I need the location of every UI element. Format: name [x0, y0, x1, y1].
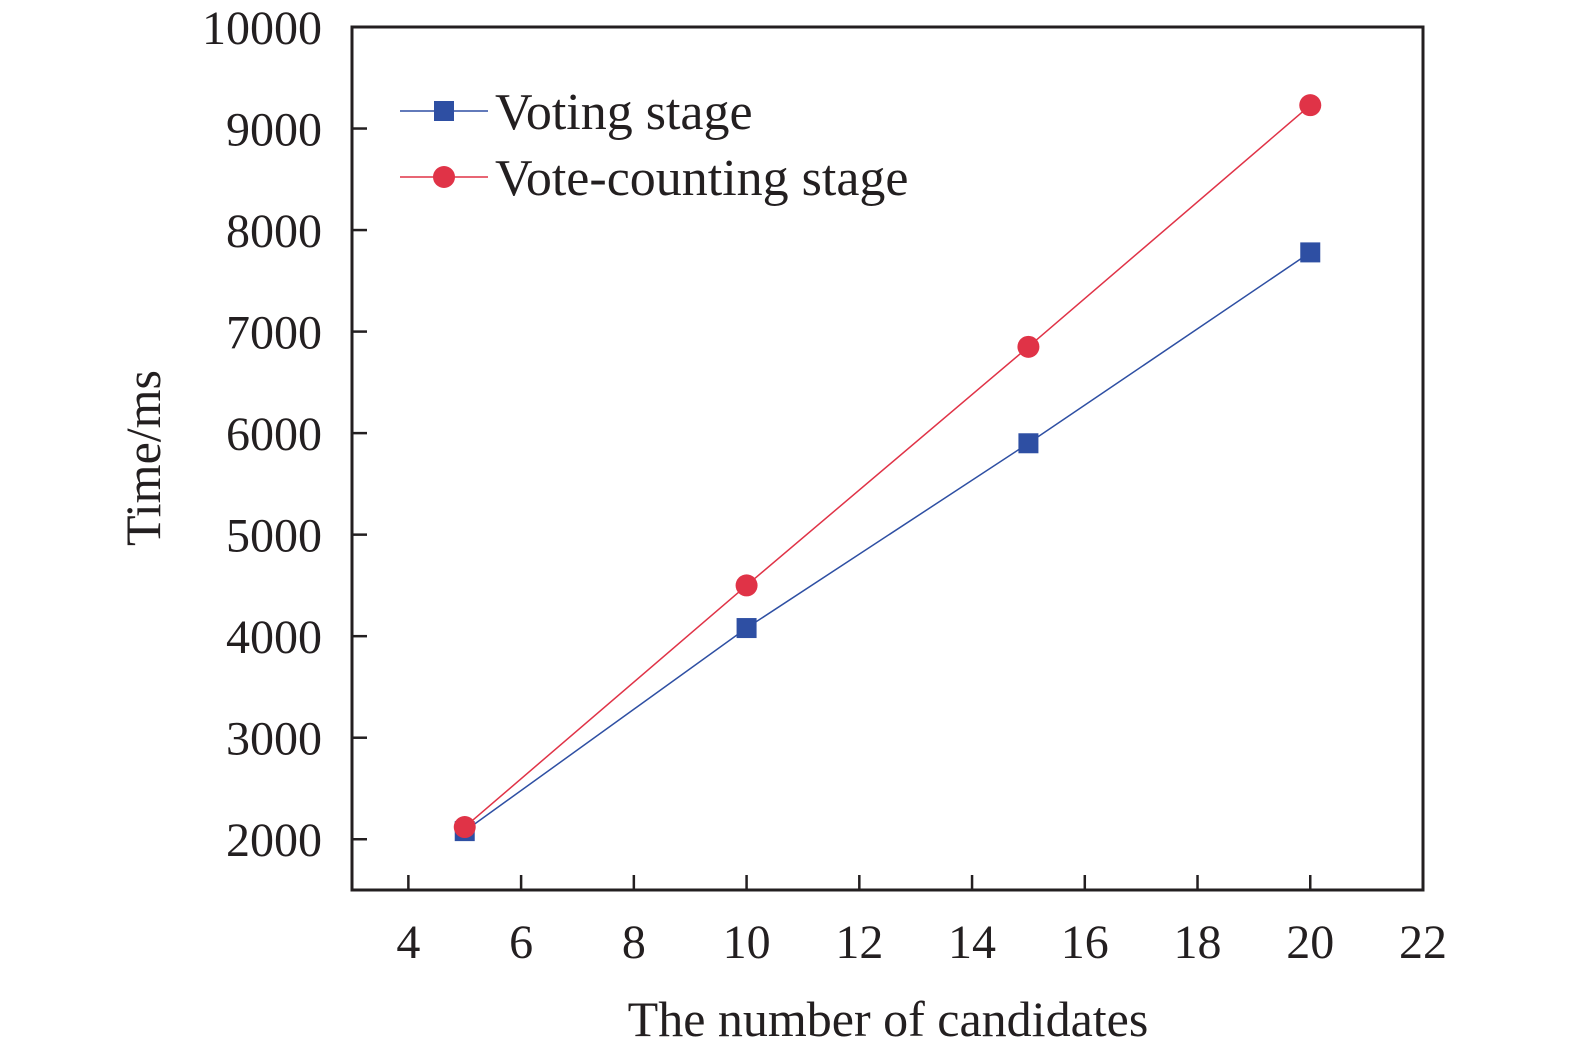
y-tick-label: 7000	[226, 307, 322, 360]
series-line	[464, 104, 1311, 828]
data-point-square	[1300, 242, 1321, 263]
y-tick-label: 9000	[226, 104, 322, 157]
data-point-circle	[1017, 335, 1040, 358]
x-tick-label: 22	[1399, 916, 1447, 969]
plot-frame	[350, 25, 1425, 892]
legend: Voting stage Vote-counting stage	[400, 84, 909, 207]
series-vote-counting	[453, 94, 1322, 839]
legend-item-voting: Voting stage	[400, 84, 753, 141]
x-tick-label: 20	[1286, 916, 1334, 969]
x-tick-label: 16	[1061, 916, 1109, 969]
series-line	[464, 251, 1311, 832]
y-tick-label: 8000	[226, 205, 322, 258]
x-tick-label: 10	[723, 916, 771, 969]
x-tick-label: 12	[835, 916, 883, 969]
data-point-circle	[735, 574, 758, 597]
x-tick-label: 18	[1174, 916, 1222, 969]
y-tick-label: 10000	[202, 2, 322, 55]
y-axis-title: Time/ms	[115, 370, 171, 546]
y-tick-label: 5000	[226, 510, 322, 563]
legend-label-voting: Voting stage	[495, 84, 753, 141]
x-tick-label: 8	[622, 916, 646, 969]
x-tick-label: 4	[396, 916, 420, 969]
x-axis-title: The number of candidates	[628, 991, 1149, 1047]
x-tick-label: 6	[509, 916, 533, 969]
x-tick-label: 14	[948, 916, 996, 969]
y-tick-label: 2000	[226, 814, 322, 867]
y-tick-label: 3000	[226, 713, 322, 766]
legend-marker-vote-counting	[433, 166, 455, 188]
legend-label-vote-counting: Vote-counting stage	[495, 150, 909, 207]
data-point-circle	[453, 816, 476, 839]
legend-item-vote-counting: Vote-counting stage	[400, 150, 909, 207]
axis-ticks: 4 6 8 10 12 14 16 18 20 22 2000 3000 4000 5000 6000 700…	[202, 2, 1447, 969]
legend-marker-voting	[434, 101, 454, 121]
y-tick-label: 4000	[226, 611, 322, 664]
series-voting	[454, 242, 1321, 842]
y-tick-label: 6000	[226, 408, 322, 461]
data-point-square	[1018, 433, 1039, 454]
data-point-circle	[1299, 94, 1322, 117]
series-layer	[453, 94, 1322, 842]
data-point-square	[736, 618, 757, 639]
